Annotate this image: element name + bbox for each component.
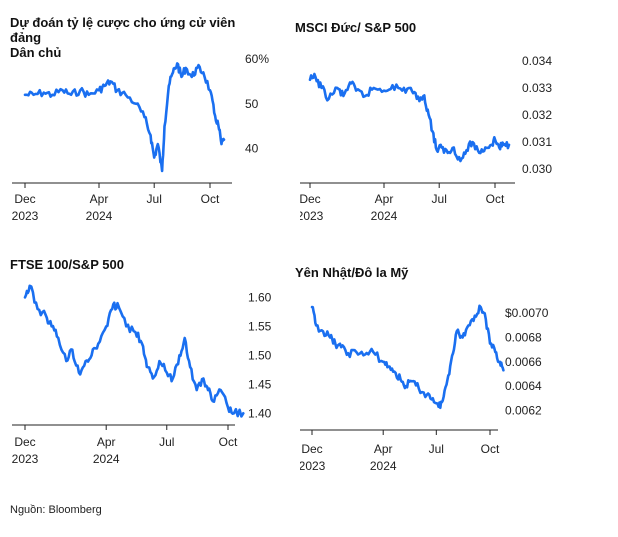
y-tick-label-3-0: 1.60	[248, 290, 272, 304]
chart-panel-1: Dự đoán tỷ lệ cược cho ứng cử viên đảng …	[0, 0, 300, 240]
y-tick-label-1-2: 40	[245, 142, 259, 156]
x-tick-label-3-1: Apr	[97, 435, 116, 449]
x-tick-label-3-0: Dec	[14, 435, 35, 449]
y-tick-label-4-4: 0.0062	[505, 403, 542, 417]
x-tick-sublabel-4-0: 2023	[300, 459, 326, 473]
y-tick-label-4-0: $0.0070	[505, 306, 549, 320]
y-tick-label-4-1: 0.0068	[505, 331, 542, 345]
x-tick-label-1-0: Dec	[14, 192, 35, 206]
x-tick-label-4-2: Jul	[429, 442, 444, 456]
chart-svg-4: Dec 2023 Apr 2024 Jul Oct $0.0070 0.0068 0.0066 0…	[300, 304, 549, 473]
y-tick-label-3-4: 1.40	[248, 406, 272, 420]
y-tick-label-4-3: 0.0064	[505, 379, 542, 393]
series-line-1-0	[23, 62, 226, 173]
series-line-3-0	[23, 284, 245, 418]
chart-svg-2: Dec 2023 Apr 2024 Jul Oct 0.034 0.033 0.032 0.031…	[300, 54, 552, 223]
x-tick-label-2-0: Dec	[300, 192, 321, 206]
chart-svg-3: Dec 2023 Apr 2024 Jul Oct 1.60 1.55 1.50 1.45 1.40	[12, 284, 272, 466]
chart-title-3: FTSE 100/S&P 500	[10, 257, 124, 272]
y-tick-label-2-0: 0.034	[522, 54, 552, 68]
x-tick-label-3-2: Jul	[159, 435, 174, 449]
y-tick-label-2-4: 0.030	[522, 162, 552, 176]
x-tick-label-1-3: Oct	[201, 192, 220, 206]
x-tick-sublabel-4-1: 2024	[370, 459, 397, 473]
y-tick-label-3-2: 1.50	[248, 348, 272, 362]
x-tick-label-1-2: Jul	[147, 192, 162, 206]
series-line-4-0	[310, 304, 505, 410]
chart-panel-3: FTSE 100/S&P 500 Dec 2023 Apr 2024 Jul Oct 1.6…	[0, 240, 300, 480]
x-tick-sublabel-2-1: 2024	[371, 209, 398, 223]
x-tick-label-3-3: Oct	[219, 435, 238, 449]
x-tick-label-2-1: Apr	[375, 192, 394, 206]
x-tick-sublabel-2-0: 2023	[300, 209, 324, 223]
y-tick-label-3-1: 1.55	[248, 319, 272, 333]
x-tick-label-1-1: Apr	[90, 192, 109, 206]
x-tick-label-4-1: Apr	[374, 442, 393, 456]
x-tick-sublabel-3-1: 2024	[93, 452, 120, 466]
x-tick-sublabel-1-0: 2023	[12, 209, 39, 223]
x-tick-label-2-2: Jul	[432, 192, 447, 206]
y-tick-label-1-1: 50	[245, 97, 259, 111]
y-tick-label-2-1: 0.033	[522, 81, 552, 95]
x-tick-label-2-3: Oct	[486, 192, 505, 206]
x-tick-label-4-0: Dec	[301, 442, 322, 456]
series-line-2-0	[308, 72, 511, 163]
x-tick-sublabel-3-0: 2023	[12, 452, 39, 466]
y-tick-label-2-3: 0.031	[522, 135, 552, 149]
chart-title-4: Yên Nhật/Đô la Mỹ	[295, 265, 409, 280]
y-tick-label-4-2: 0.0066	[505, 355, 542, 369]
chart-title-2: MSCI Đức/ S&P 500	[295, 20, 417, 35]
chart-panel-4: Yên Nhật/Đô la Mỹ Dec 2023 Apr 2024 Jul Oct $0…	[295, 240, 618, 480]
x-tick-sublabel-1-1: 2024	[86, 209, 113, 223]
chart-svg-1: Dec 2023 Apr 2024 Jul Oct 60% 50 40	[12, 52, 270, 223]
y-tick-label-3-3: 1.45	[248, 377, 272, 391]
source-note: Nguồn: Bloomberg	[10, 504, 102, 516]
x-tick-label-4-3: Oct	[481, 442, 500, 456]
chart-title-1: Dự đoán tỷ lệ cược cho ứng cử viên đảng …	[10, 15, 236, 60]
y-tick-label-1-0: 60%	[245, 52, 269, 66]
chart-panel-2: MSCI Đức/ S&P 500 Dec 2023 Apr 2024 Jul Oct 0.…	[295, 0, 618, 240]
y-tick-label-2-2: 0.032	[522, 108, 552, 122]
